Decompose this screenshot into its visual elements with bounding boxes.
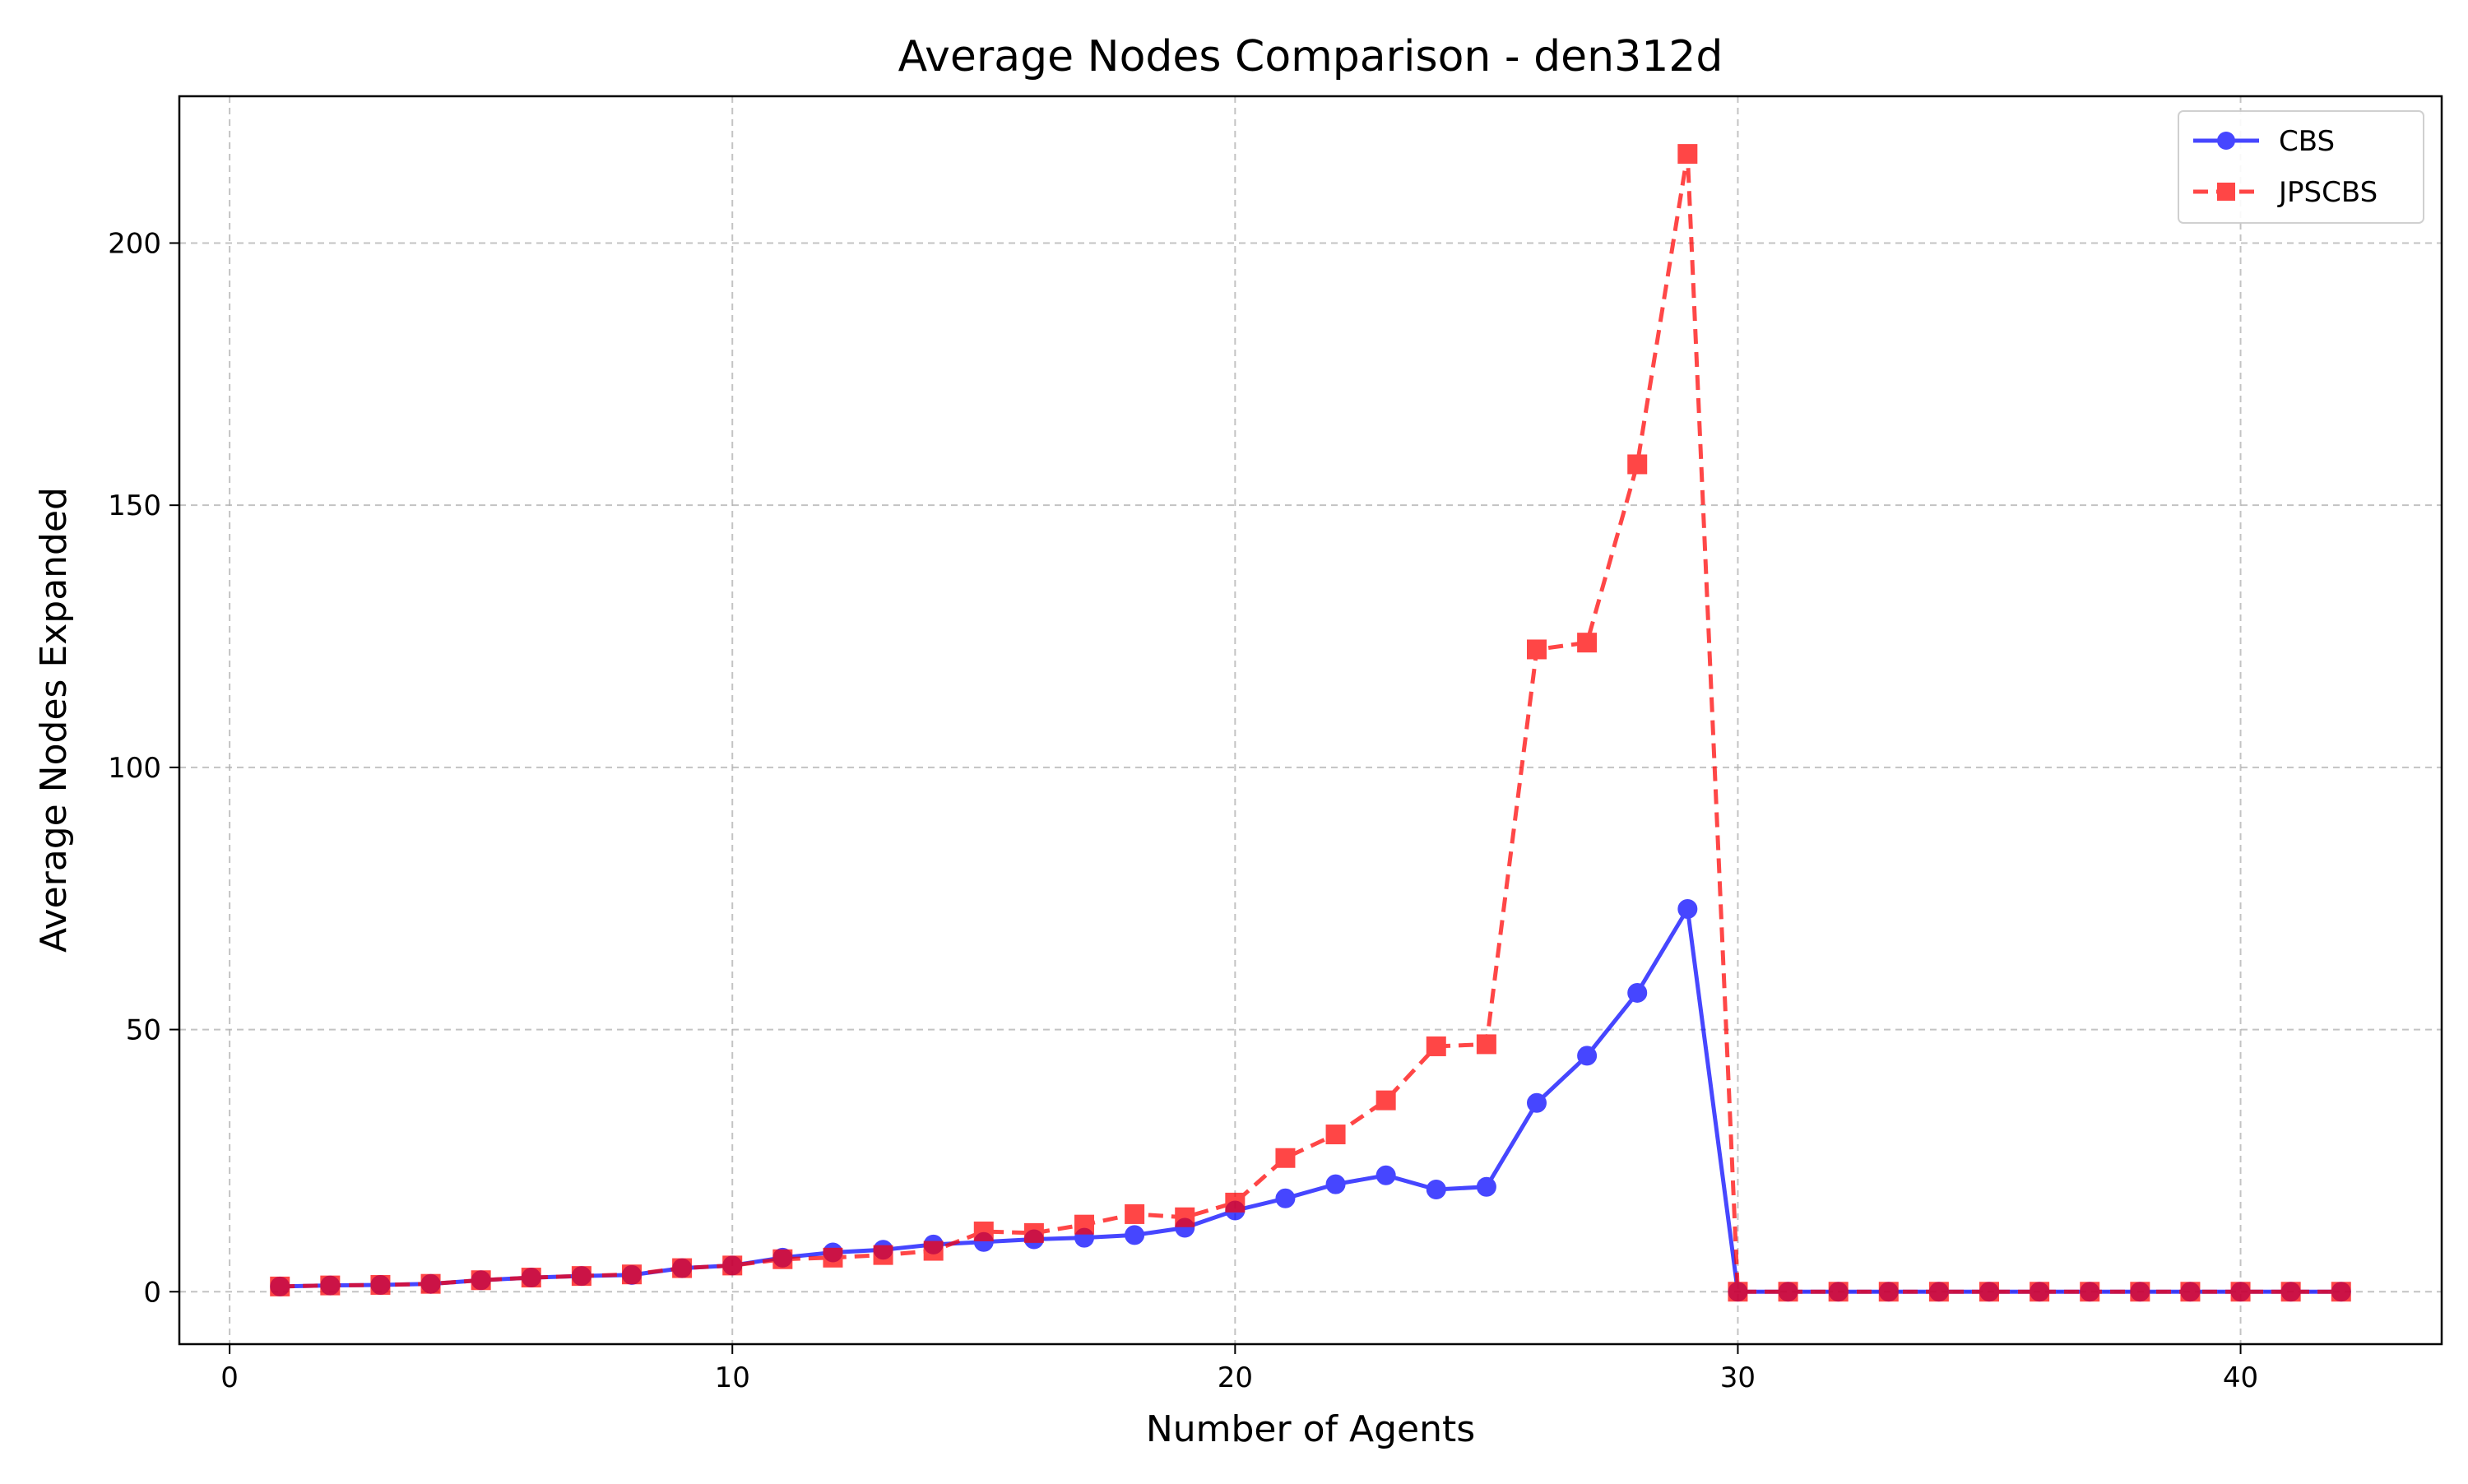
legend-item-jpscbs [2193,183,2259,201]
jpscbs-point [1125,1203,1145,1224]
jpscbs-point [2030,1282,2050,1302]
jpscbs-point [1979,1282,1999,1302]
legend-item-cbs [2193,132,2259,150]
jpscbs-point [1728,1282,1748,1302]
jpscbs-point [1023,1222,1044,1243]
legend-label-cbs: CBS [2279,125,2335,158]
jpscbs-point [2230,1282,2251,1302]
chart-title: Average Nodes Comparison - den312d [898,32,1723,81]
jpscbs-point [722,1255,743,1276]
y-tick-label: 200 [108,227,161,260]
jpscbs-point [1828,1282,1849,1302]
jpscbs-point [873,1245,893,1265]
jpscbs-point [270,1276,290,1296]
jpscbs-point [1275,1148,1296,1168]
series-group [270,144,2351,1302]
cbs-point [1125,1225,1145,1245]
x-tick-label: 0 [220,1361,239,1394]
jpscbs-point [1225,1192,1246,1213]
y-tick-label: 150 [108,489,161,522]
cbs-point [1375,1165,1396,1185]
y-tick-label: 50 [126,1014,161,1047]
jpscbs-point [1375,1090,1396,1111]
jpscbs-point [672,1258,693,1278]
jpscbs-point [923,1241,944,1261]
jpscbs-point [1627,454,1648,475]
y-axis-label: Average Nodes Expanded [33,487,75,953]
cbs-point [1577,1046,1598,1066]
jpscbs-point [370,1274,391,1295]
cbs-point [1325,1174,1346,1194]
jpscbs-point [1074,1214,1094,1235]
axis-ticks: 0 10 20 30 40 0 50 100 150 200 [108,227,2258,1394]
cbs-point [1677,898,1698,919]
legend-label-jpscbs: JPSCBS [2277,176,2378,209]
jpscbs-point [2180,1282,2201,1302]
cbs-point [1275,1188,1296,1208]
jpscbs-point [2130,1282,2150,1302]
cbs-point [1426,1179,1446,1199]
legend-marker-cbs [2217,132,2235,150]
jpscbs-point [471,1270,491,1291]
jpscbs-point [1778,1282,1798,1302]
jpscbs-point [1577,633,1598,653]
jpscbs-point [1878,1282,1899,1302]
jpscbs-point [2080,1282,2100,1302]
jpscbs-point [622,1264,642,1285]
jpscbs-point [1426,1036,1446,1056]
jpscbs-point [420,1273,441,1294]
jpscbs-point [521,1268,541,1288]
jpscbs-point [1476,1034,1496,1055]
legend: CBS JPSCBS [2178,110,2424,224]
jpscbs-point [571,1266,591,1287]
jpscbs-point [2280,1282,2301,1302]
jpscbs-point [973,1221,994,1241]
y-tick-label: 100 [108,752,161,785]
jpscbs-series [270,144,2351,1302]
plot-frame [178,95,2443,1346]
cbs-point [1476,1176,1496,1197]
jpscbs-point [2331,1282,2351,1302]
jpscbs-point [1175,1207,1195,1227]
jpscbs-point [1928,1282,1949,1302]
cbs-point [1627,982,1648,1003]
x-axis-label: Number of Agents [1146,1408,1475,1450]
jpscbs-point [1527,639,1547,660]
jpscbs-point [823,1247,843,1268]
x-tick-label: 40 [2223,1361,2258,1394]
legend-marker-jpscbs [2217,183,2235,201]
grid [179,96,2442,1344]
y-tick-label: 0 [143,1276,161,1309]
cbs-point [1527,1092,1547,1113]
jpscbs-point [1325,1125,1346,1145]
jpscbs-point [1677,144,1698,165]
x-tick-label: 30 [1720,1361,1756,1394]
jpscbs-point [320,1275,341,1296]
x-tick-label: 10 [715,1361,750,1394]
jpscbs-point [772,1249,793,1269]
x-tick-label: 20 [1218,1361,1253,1394]
